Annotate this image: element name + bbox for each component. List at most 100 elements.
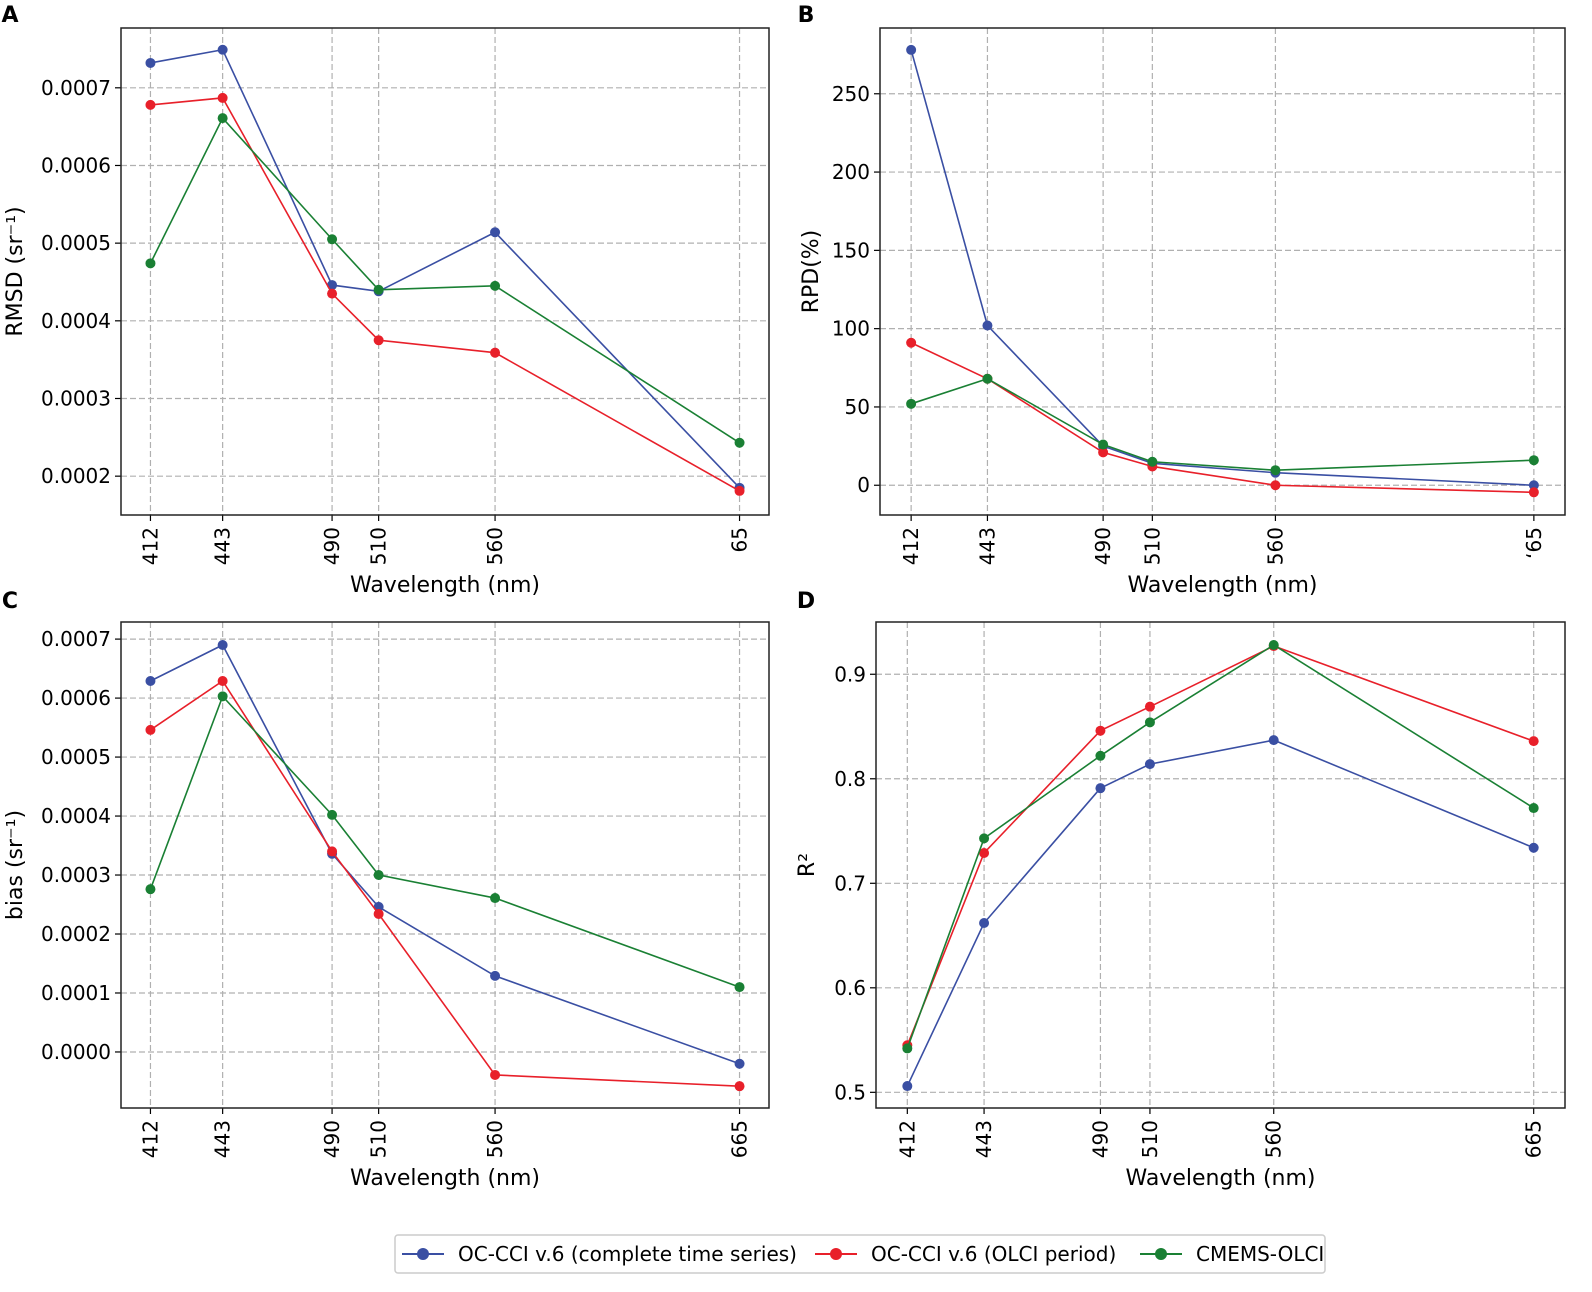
data-point: [979, 847, 990, 858]
data-point: [327, 288, 338, 299]
axes-frame: [120, 621, 770, 1109]
data-point: [327, 809, 338, 820]
x-tick-label: 412: [138, 527, 162, 565]
panel-c: C 412 443 490 510 560 665 0.0000 0.0001 0.0002 0.0…: [2, 589, 770, 1191]
series-2: [145, 92, 745, 496]
data-point: [734, 1058, 745, 1069]
data-point: [490, 347, 501, 358]
series-line: [150, 48, 741, 489]
data-point: [145, 57, 156, 68]
series-line: [149, 116, 740, 444]
data-point: [982, 373, 993, 384]
legend-marker: [417, 1248, 429, 1260]
x-axis-label: Wavelength (nm): [1127, 573, 1317, 598]
series-line: [150, 679, 740, 1087]
data-point: [145, 675, 156, 686]
data-point: [906, 398, 917, 409]
data-point: [1270, 480, 1281, 491]
axes-frame: [875, 621, 1566, 1109]
data-point: [327, 234, 338, 245]
legend-entry: CMEMS-OLCI: [1140, 1242, 1324, 1266]
y-tick-label: 0.0006: [41, 686, 111, 710]
axes-frame: [879, 27, 1566, 516]
data-point: [979, 918, 990, 929]
series-line: [906, 739, 1534, 1087]
x-tick-label: 665: [728, 1120, 752, 1158]
x-tick-label: 443: [972, 1120, 996, 1158]
x-tick-label: 510: [367, 1120, 391, 1158]
data-point: [145, 258, 156, 269]
legend-label: CMEMS-OLCI: [1196, 1242, 1324, 1266]
y-tick-label: 0.0001: [41, 981, 111, 1005]
data-point: [490, 280, 501, 291]
data-point: [1528, 487, 1539, 498]
y-tick-label: 0.0006: [41, 153, 111, 177]
y-tick-label: 50: [845, 395, 870, 419]
panel-a: A 412 443 490 510 560 65 0.0002 0.0003 0.0004 0.00…: [1, 3, 770, 598]
series-line: [149, 694, 740, 988]
series-3: [145, 691, 745, 993]
series-3: [902, 639, 1539, 1054]
x-tick-label: 443: [211, 1120, 235, 1158]
data-point: [217, 92, 228, 103]
x-tick-label: 490: [320, 527, 344, 565]
y-axis-label: RPD(%): [799, 230, 824, 314]
data-point: [490, 970, 501, 981]
data-point: [982, 320, 993, 331]
data-point: [734, 1081, 745, 1092]
series-line: [910, 49, 1534, 487]
x-tick-label: 65: [728, 527, 752, 552]
y-tick-label: 100: [832, 317, 870, 341]
x-tick-label: 412: [138, 1120, 162, 1158]
y-tick-label: 150: [832, 238, 870, 262]
series-line: [910, 377, 1534, 472]
x-tick-label: 443: [211, 527, 235, 565]
panel-letter: A: [1, 3, 18, 28]
legend-entry: OC-CCI v.6 (complete time series): [402, 1242, 797, 1266]
data-point: [217, 691, 228, 702]
legend-frame: [394, 1234, 1326, 1274]
data-point: [902, 1043, 913, 1054]
x-tick-label: 412: [899, 527, 923, 565]
x-tick-label: 510: [1138, 1120, 1162, 1158]
y-tick-label: 0.8: [834, 767, 866, 791]
panel-letter: B: [798, 3, 815, 28]
series-2: [902, 641, 1539, 1051]
y-tick-label: 0.5: [834, 1080, 866, 1104]
y-tick-label: 0.7: [834, 871, 866, 895]
x-axis-label: Wavelength (nm): [350, 573, 540, 598]
data-point: [1144, 717, 1155, 728]
series-1: [145, 640, 745, 1069]
data-point: [373, 335, 384, 346]
series-line: [150, 97, 740, 492]
data-point: [490, 893, 501, 904]
data-point: [1095, 783, 1106, 794]
data-point: [327, 846, 338, 857]
y-tick-label: 0.0002: [41, 464, 111, 488]
x-tick-label: 490: [1091, 527, 1115, 565]
data-point: [1144, 759, 1155, 770]
x-tick-label: 560: [1262, 1120, 1286, 1158]
panel-letter: D: [797, 589, 815, 614]
y-axis-label: R²: [795, 853, 820, 877]
y-tick-label: 0.0004: [41, 804, 111, 828]
data-point: [145, 99, 156, 110]
legend-marker: [830, 1248, 842, 1260]
y-tick-label: 0.9: [834, 662, 866, 686]
series-line: [906, 645, 1534, 1046]
series-line: [906, 644, 1535, 1049]
legend-label: OC-CCI v.6 (OLCI period): [871, 1242, 1116, 1266]
y-tick-label: 200: [832, 160, 870, 184]
x-tick-label: 510: [367, 527, 391, 565]
data-point: [490, 1069, 501, 1080]
y-tick-label: 0.0005: [41, 745, 111, 769]
x-tick-label: 560: [1263, 527, 1287, 565]
y-tick-label: 250: [832, 82, 870, 106]
data-point: [1528, 480, 1539, 491]
data-point: [734, 485, 745, 496]
data-point: [1528, 803, 1539, 814]
y-axis-label: bias (sr⁻¹): [3, 810, 28, 920]
panel-d: D 412 443 490 510 560 665 0.5 0.6 0.7 0.8 0.9 Wavele…: [795, 589, 1566, 1191]
series-2: [145, 675, 745, 1092]
